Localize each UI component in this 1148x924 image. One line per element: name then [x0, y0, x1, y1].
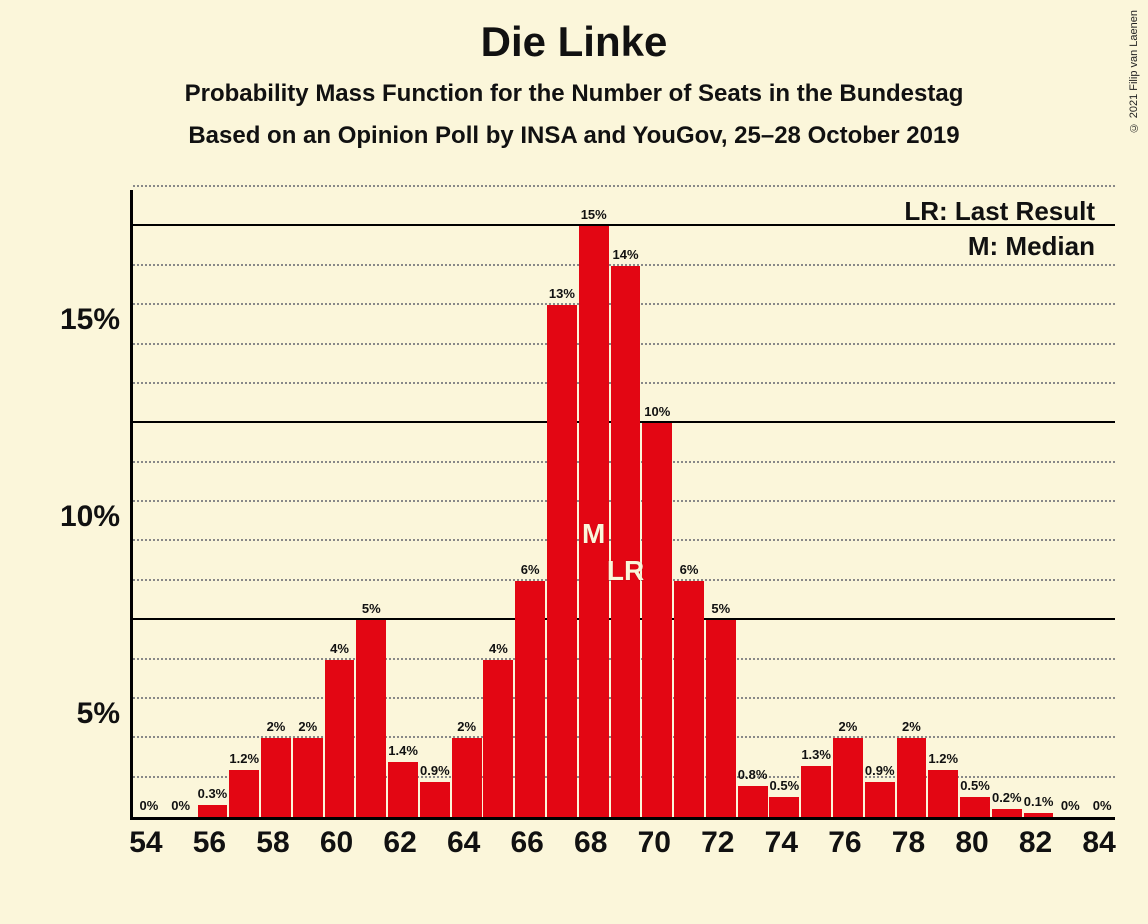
bar [928, 770, 958, 817]
bar-value-label: 5% [711, 601, 730, 616]
last-result-marker: LR [607, 555, 644, 587]
bar-value-label: 15% [581, 207, 607, 222]
x-axis-tick-label: 64 [447, 826, 480, 860]
bar [833, 738, 863, 817]
bar-value-label: 2% [902, 719, 921, 734]
bar-value-label: 6% [680, 562, 699, 577]
chart-title: Die Linke [0, 0, 1148, 66]
legend-m: M: Median [904, 231, 1095, 262]
x-axis-tick-label: 58 [256, 826, 289, 860]
copyright-text: © 2021 Filip van Laenen [1128, 10, 1140, 133]
bar-value-label: 0.9% [420, 763, 450, 778]
gridline-minor [133, 185, 1115, 187]
gridline-major [133, 224, 1115, 226]
bar-value-label: 0% [1093, 798, 1112, 813]
bar [293, 738, 323, 817]
bar [547, 305, 577, 817]
bar-value-label: 1.4% [388, 743, 418, 758]
chart-subtitle-2: Based on an Opinion Poll by INSA and You… [0, 122, 1148, 150]
x-axis-tick-label: 66 [510, 826, 543, 860]
bar [229, 770, 259, 817]
bar-value-label: 2% [457, 719, 476, 734]
bar-value-label: 0.2% [992, 790, 1022, 805]
bar-value-label: 14% [612, 247, 638, 262]
bar [801, 766, 831, 817]
y-axis-tick-label: 15% [10, 303, 120, 337]
bar [611, 266, 641, 817]
bar [897, 738, 927, 817]
x-axis-tick-label: 62 [383, 826, 416, 860]
bar [992, 809, 1022, 817]
bar-value-label: 4% [330, 641, 349, 656]
bar-value-label: 6% [521, 562, 540, 577]
bar [642, 423, 672, 817]
bar-value-label: 0% [1061, 798, 1080, 813]
bar-value-label: 0% [171, 798, 190, 813]
bar [738, 786, 768, 818]
bar [769, 797, 799, 817]
x-axis-tick-label: 82 [1019, 826, 1052, 860]
bar [198, 805, 228, 817]
bar [420, 782, 450, 817]
bar-value-label: 2% [298, 719, 317, 734]
x-axis-tick-label: 84 [1082, 826, 1115, 860]
bar [1024, 813, 1054, 817]
chart-container: LR: Last Result M: Median 0% 0% 0.3% 1.2% 2%… [0, 190, 1148, 910]
x-axis-tick-label: 72 [701, 826, 734, 860]
x-axis-tick-label: 74 [765, 826, 798, 860]
legend-lr: LR: Last Result [904, 196, 1095, 227]
bar [960, 797, 990, 817]
bar-value-label: 2% [839, 719, 858, 734]
median-marker: M [582, 518, 605, 550]
bar-value-label: 1.2% [229, 751, 259, 766]
bar-value-label: 0.5% [960, 778, 990, 793]
x-axis-tick-label: 60 [320, 826, 353, 860]
chart-legend: LR: Last Result M: Median [904, 196, 1095, 266]
x-axis-tick-label: 78 [892, 826, 925, 860]
x-axis-tick-label: 76 [828, 826, 861, 860]
bar-value-label: 5% [362, 601, 381, 616]
plot-area: LR: Last Result M: Median 0% 0% 0.3% 1.2% 2%… [130, 190, 1115, 820]
bar [706, 620, 736, 817]
bar-value-label: 2% [267, 719, 286, 734]
bar-value-label: 0.5% [770, 778, 800, 793]
x-axis-tick-label: 70 [638, 826, 671, 860]
x-axis-tick-label: 68 [574, 826, 607, 860]
bar [483, 660, 513, 818]
bar [388, 762, 418, 817]
x-axis-tick-label: 54 [129, 826, 162, 860]
y-axis-tick-label: 10% [10, 500, 120, 534]
bar [261, 738, 291, 817]
bar-value-label: 0% [139, 798, 158, 813]
bar [356, 620, 386, 817]
bar [452, 738, 482, 817]
bar-value-label: 0.3% [198, 786, 228, 801]
bar-value-label: 1.3% [801, 747, 831, 762]
bar-value-label: 4% [489, 641, 508, 656]
x-axis-tick-label: 80 [955, 826, 988, 860]
bar-value-label: 0.8% [738, 767, 768, 782]
bar-value-label: 13% [549, 286, 575, 301]
bar [674, 581, 704, 817]
bar-value-label: 10% [644, 404, 670, 419]
chart-subtitle-1: Probability Mass Function for the Number… [0, 80, 1148, 108]
bar [515, 581, 545, 817]
bar [325, 660, 355, 818]
bar-value-label: 0.1% [1024, 794, 1054, 809]
y-axis-tick-label: 5% [10, 697, 120, 731]
bar [865, 782, 895, 817]
x-axis-tick-label: 56 [193, 826, 226, 860]
bar-value-label: 1.2% [928, 751, 958, 766]
bar-value-label: 0.9% [865, 763, 895, 778]
